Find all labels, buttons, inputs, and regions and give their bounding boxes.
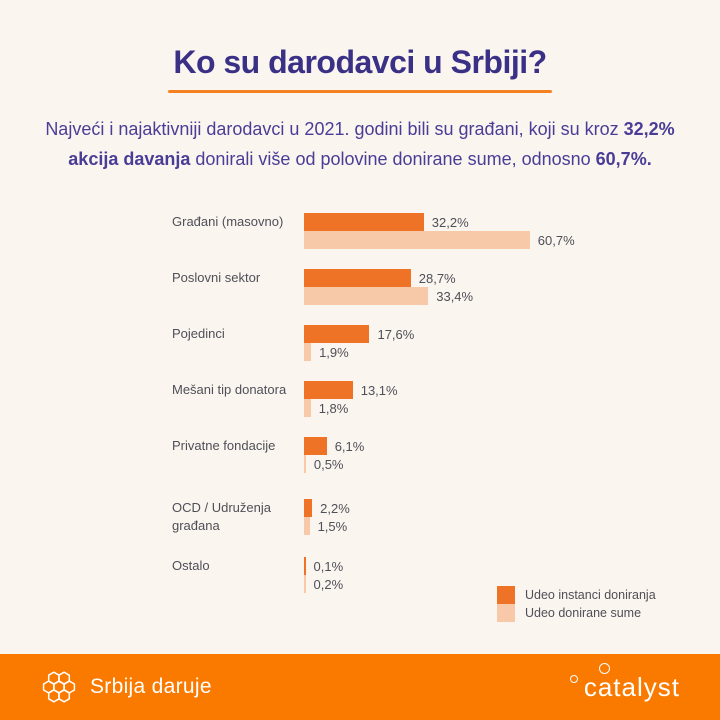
intro-part2: donirali više od polovine donirane sume,…: [190, 149, 596, 169]
bar-udeo-instanci: [304, 499, 313, 517]
value-label: 0,2%: [313, 576, 344, 592]
value-label: 0,1%: [313, 558, 344, 574]
bar-chart: Građani (masovno) 32,2% 60,7% Poslovni sekt…: [0, 213, 720, 593]
bar-udeo-instanci: [304, 325, 370, 343]
chart-row: Poslovni sektor 28,7% 33,4%: [172, 269, 720, 305]
bar-group: 13,1% 1,8%: [304, 381, 398, 417]
category-label: Pojedinci: [172, 326, 225, 341]
value-label: 0,5%: [313, 456, 344, 472]
chart-row: Mešani tip donatora 13,1% 1,8%: [172, 381, 720, 417]
bar-udeo-instanci: [304, 557, 306, 575]
catalyst-brand: catalyst: [569, 662, 680, 703]
value-label: 13,1%: [360, 382, 398, 398]
bar-line: 32,2%: [304, 213, 575, 231]
chart-row: Pojedinci 17,6% 1,9%: [172, 325, 720, 361]
bar-line: 60,7%: [304, 231, 575, 249]
bar-line: 33,4%: [304, 287, 473, 305]
catalyst-label: catalyst: [583, 671, 680, 702]
value-label: 1,5%: [317, 518, 348, 534]
srbija-daruje-brand: Srbija daruje: [40, 668, 212, 706]
bar-udeo-sume: [304, 287, 429, 305]
value-label: 28,7%: [418, 270, 456, 286]
bar-udeo-sume: [304, 343, 312, 361]
bar-udeo-instanci: [304, 269, 411, 287]
value-label: 60,7%: [537, 232, 575, 248]
value-label: 32,2%: [431, 214, 469, 230]
bar-line: 6,1%: [304, 437, 364, 455]
category-label: Privatne fondacije: [172, 438, 276, 453]
hexflower-logo-icon: [42, 671, 76, 703]
bar-line: 2,2%: [304, 499, 350, 517]
catalyst-degree-icon: [569, 674, 578, 683]
bar-group: 0,1% 0,2%: [304, 557, 343, 593]
bar-udeo-instanci: [304, 381, 353, 399]
value-label: 6,1%: [334, 438, 365, 454]
legend-swatch-instanci: [497, 586, 515, 604]
legend-entry-sume: Udeo donirane sume: [497, 604, 656, 622]
category-label: Ostalo: [172, 558, 210, 573]
legend-entry-instanci: Udeo instanci doniranja: [497, 586, 656, 604]
bar-line: 13,1%: [304, 381, 398, 399]
category-label: Mešani tip donatora: [172, 382, 287, 397]
bar-udeo-instanci: [304, 437, 327, 455]
legend-swatch-sume: [497, 604, 515, 622]
value-label: 17,6%: [377, 326, 415, 342]
value-label: 33,4%: [436, 288, 474, 304]
intro-part1: Najveći i najaktivniji darodavci u 2021.…: [45, 119, 624, 139]
bar-udeo-sume: [304, 455, 306, 473]
intro-text: Najveći i najaktivniji darodavci u 2021.…: [32, 114, 688, 174]
value-label: 2,2%: [320, 500, 350, 516]
title-underline: [168, 90, 552, 93]
bar-udeo-sume: [304, 517, 310, 535]
bar-line: 0,2%: [304, 575, 343, 593]
bar-udeo-sume: [304, 231, 530, 249]
bar-line: 28,7%: [304, 269, 473, 287]
bar-udeo-sume: [304, 399, 311, 417]
legend-label-sume: Udeo donirane sume: [525, 606, 642, 620]
srbija-daruje-label: Srbija daruje: [90, 675, 212, 698]
intro-bold1: 32,2% akcija davanja: [68, 119, 675, 169]
category-label: OCD / Udruženja građana: [172, 500, 271, 533]
header: Ko su darodavci u Srbiji?: [0, 0, 720, 93]
page-title: Ko su darodavci u Srbiji?: [173, 44, 547, 80]
chart-legend: Udeo instanci doniranja Udeo donirane su…: [497, 586, 656, 622]
chart-row: Privatne fondacije 6,1% 0,5%: [172, 437, 720, 473]
bar-line: 17,6%: [304, 325, 414, 343]
bar-group: 2,2% 1,5%: [304, 499, 350, 535]
intro-bold2: 60,7%.: [595, 149, 652, 169]
footer-bar: Srbija daruje catalyst: [0, 654, 720, 720]
bar-group: 6,1% 0,5%: [304, 437, 364, 473]
catalyst-ring-icon: [598, 662, 610, 674]
bar-udeo-instanci: [304, 213, 424, 231]
bar-line: 0,5%: [304, 455, 364, 473]
bar-line: 0,1%: [304, 557, 343, 575]
bar-group: 32,2% 60,7%: [304, 213, 575, 249]
category-label: Poslovni sektor: [172, 270, 261, 285]
legend-label-instanci: Udeo instanci doniranja: [525, 588, 656, 602]
category-label: Građani (masovno): [172, 214, 284, 229]
chart-row: Građani (masovno) 32,2% 60,7%: [172, 213, 720, 249]
bar-line: 1,8%: [304, 399, 398, 417]
chart-row: OCD / Udruženja građana 2,2% 1,5%: [172, 499, 720, 535]
bar-udeo-sume: [304, 575, 306, 593]
value-label: 1,8%: [318, 400, 349, 416]
bar-group: 17,6% 1,9%: [304, 325, 414, 361]
chart-row: Ostalo 0,1% 0,2%: [172, 557, 720, 593]
bar-group: 28,7% 33,4%: [304, 269, 473, 305]
bar-line: 1,5%: [304, 517, 350, 535]
bar-line: 1,9%: [304, 343, 414, 361]
value-label: 1,9%: [319, 344, 349, 360]
